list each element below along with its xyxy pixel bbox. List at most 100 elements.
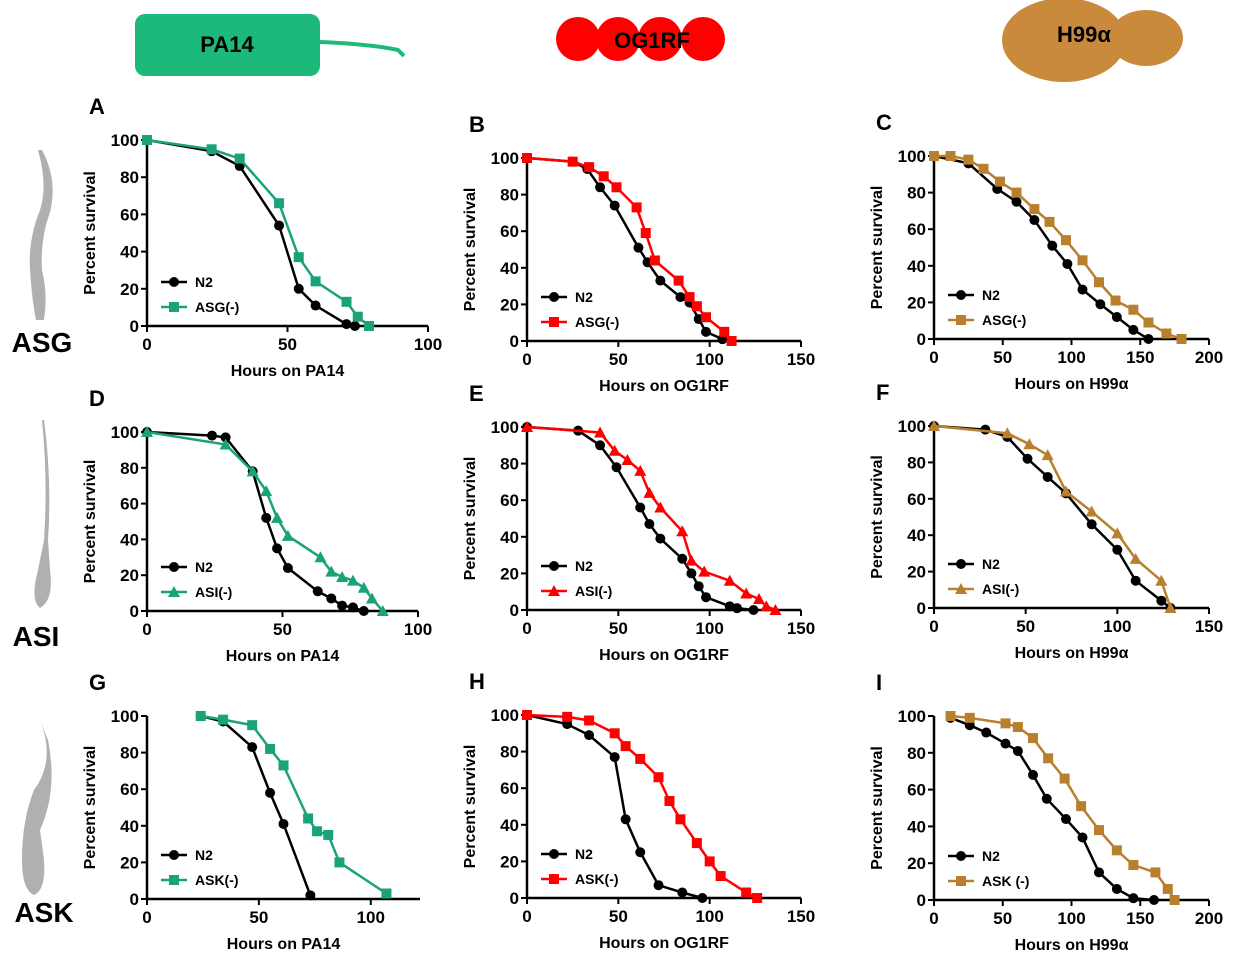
y-tick-label: 20 (500, 564, 519, 583)
legend-marker (956, 851, 966, 861)
y-tick-label: 80 (120, 168, 139, 187)
y-tick-label: 60 (500, 779, 519, 798)
marker (1029, 215, 1040, 226)
survival-line (146, 430, 365, 613)
y-tick-label: 80 (500, 186, 519, 205)
marker (274, 198, 285, 209)
x-tick-label: 0 (522, 350, 531, 369)
y-tick-label: 100 (111, 423, 139, 442)
x-tick-label: 100 (695, 350, 723, 369)
y-tick-label: 80 (500, 455, 519, 474)
marker (654, 501, 667, 513)
marker (336, 570, 349, 582)
og1rf-icon: OG1RF (556, 17, 725, 61)
y-tick-label: 40 (907, 817, 926, 836)
survival-line (934, 154, 1182, 341)
y-tick-label: 60 (120, 495, 139, 514)
survival-line (526, 425, 754, 612)
y-tick-label: 20 (120, 566, 139, 585)
y-tick-label: 100 (491, 706, 519, 725)
panel-letter: C (876, 110, 892, 135)
legend-label: ASG(-) (195, 299, 239, 315)
x-axis-label: Hours on H99α (1015, 937, 1129, 954)
marker (281, 529, 294, 541)
y-tick-label: 60 (120, 205, 139, 224)
marker (1043, 753, 1054, 764)
y-axis-label: Percent survival (82, 460, 99, 584)
marker (634, 464, 647, 476)
marker (719, 326, 730, 337)
y-axis-label: Percent survival (462, 188, 479, 312)
pa14-icon: PA14 (135, 14, 406, 76)
y-tick-label: 0 (510, 332, 519, 351)
marker (701, 312, 712, 323)
marker (310, 276, 321, 287)
marker (1076, 801, 1087, 812)
panel-letter: F (876, 380, 889, 405)
survival-line (200, 714, 312, 896)
marker (312, 586, 323, 597)
y-tick-label: 80 (120, 744, 139, 763)
marker (608, 444, 621, 456)
legend-marker (956, 290, 966, 300)
marker (978, 163, 989, 174)
marker (349, 321, 360, 331)
marker (640, 228, 651, 239)
y-tick-label: 60 (907, 781, 926, 800)
marker (929, 151, 939, 161)
legend-marker (169, 850, 179, 860)
marker (1000, 738, 1011, 749)
marker (677, 553, 688, 564)
y-axis-label: Percent survival (82, 171, 99, 295)
marker (723, 574, 736, 586)
marker (195, 711, 206, 721)
neuron-label: ASK (14, 897, 73, 928)
y-tick-label: 0 (130, 317, 139, 336)
y-tick-label: 40 (120, 530, 139, 549)
marker (1094, 867, 1104, 878)
marker (1128, 893, 1139, 904)
panel: F 0 20 40 60 80 100 0 50 100 150 Hours on H99α Perce… (869, 380, 1223, 662)
worm (29, 150, 53, 320)
marker (310, 300, 321, 311)
legend-marker (549, 561, 559, 571)
marker (1176, 334, 1187, 344)
y-tick-label: 40 (907, 526, 926, 545)
x-axis-label: Hours on H99α (1015, 376, 1129, 393)
marker (278, 760, 289, 771)
y-axis-label: Percent survival (869, 455, 886, 579)
marker (1130, 575, 1141, 586)
marker (620, 741, 631, 752)
survival-line (526, 425, 776, 612)
marker (352, 311, 363, 322)
y-tick-label: 60 (907, 490, 926, 509)
marker (1077, 255, 1088, 266)
marker (1161, 328, 1172, 339)
coccus (556, 17, 600, 61)
y-tick-label: 20 (500, 852, 519, 871)
marker (376, 605, 389, 616)
panel: I 0 20 40 60 80 100 0 50 100 150 200 Hours on H99α Pe… (869, 670, 1223, 954)
y-tick-label: 60 (500, 222, 519, 241)
marker (1044, 216, 1055, 227)
marker (664, 796, 675, 807)
marker (1128, 324, 1139, 335)
organism-label: PA14 (200, 32, 254, 57)
legend-marker (168, 586, 180, 597)
marker (363, 321, 374, 331)
marker (995, 176, 1005, 187)
marker (704, 856, 715, 867)
legend-label: ASI(-) (575, 583, 612, 599)
marker (609, 200, 620, 211)
marker (219, 438, 232, 450)
marker (697, 893, 708, 903)
y-tick-label: 20 (907, 563, 926, 582)
marker (963, 154, 974, 165)
legend-label: ASK(-) (195, 872, 239, 888)
marker (698, 565, 711, 577)
marker (1143, 334, 1154, 344)
marker (769, 604, 782, 615)
marker (595, 182, 606, 193)
marker (609, 752, 620, 763)
marker (334, 857, 345, 868)
